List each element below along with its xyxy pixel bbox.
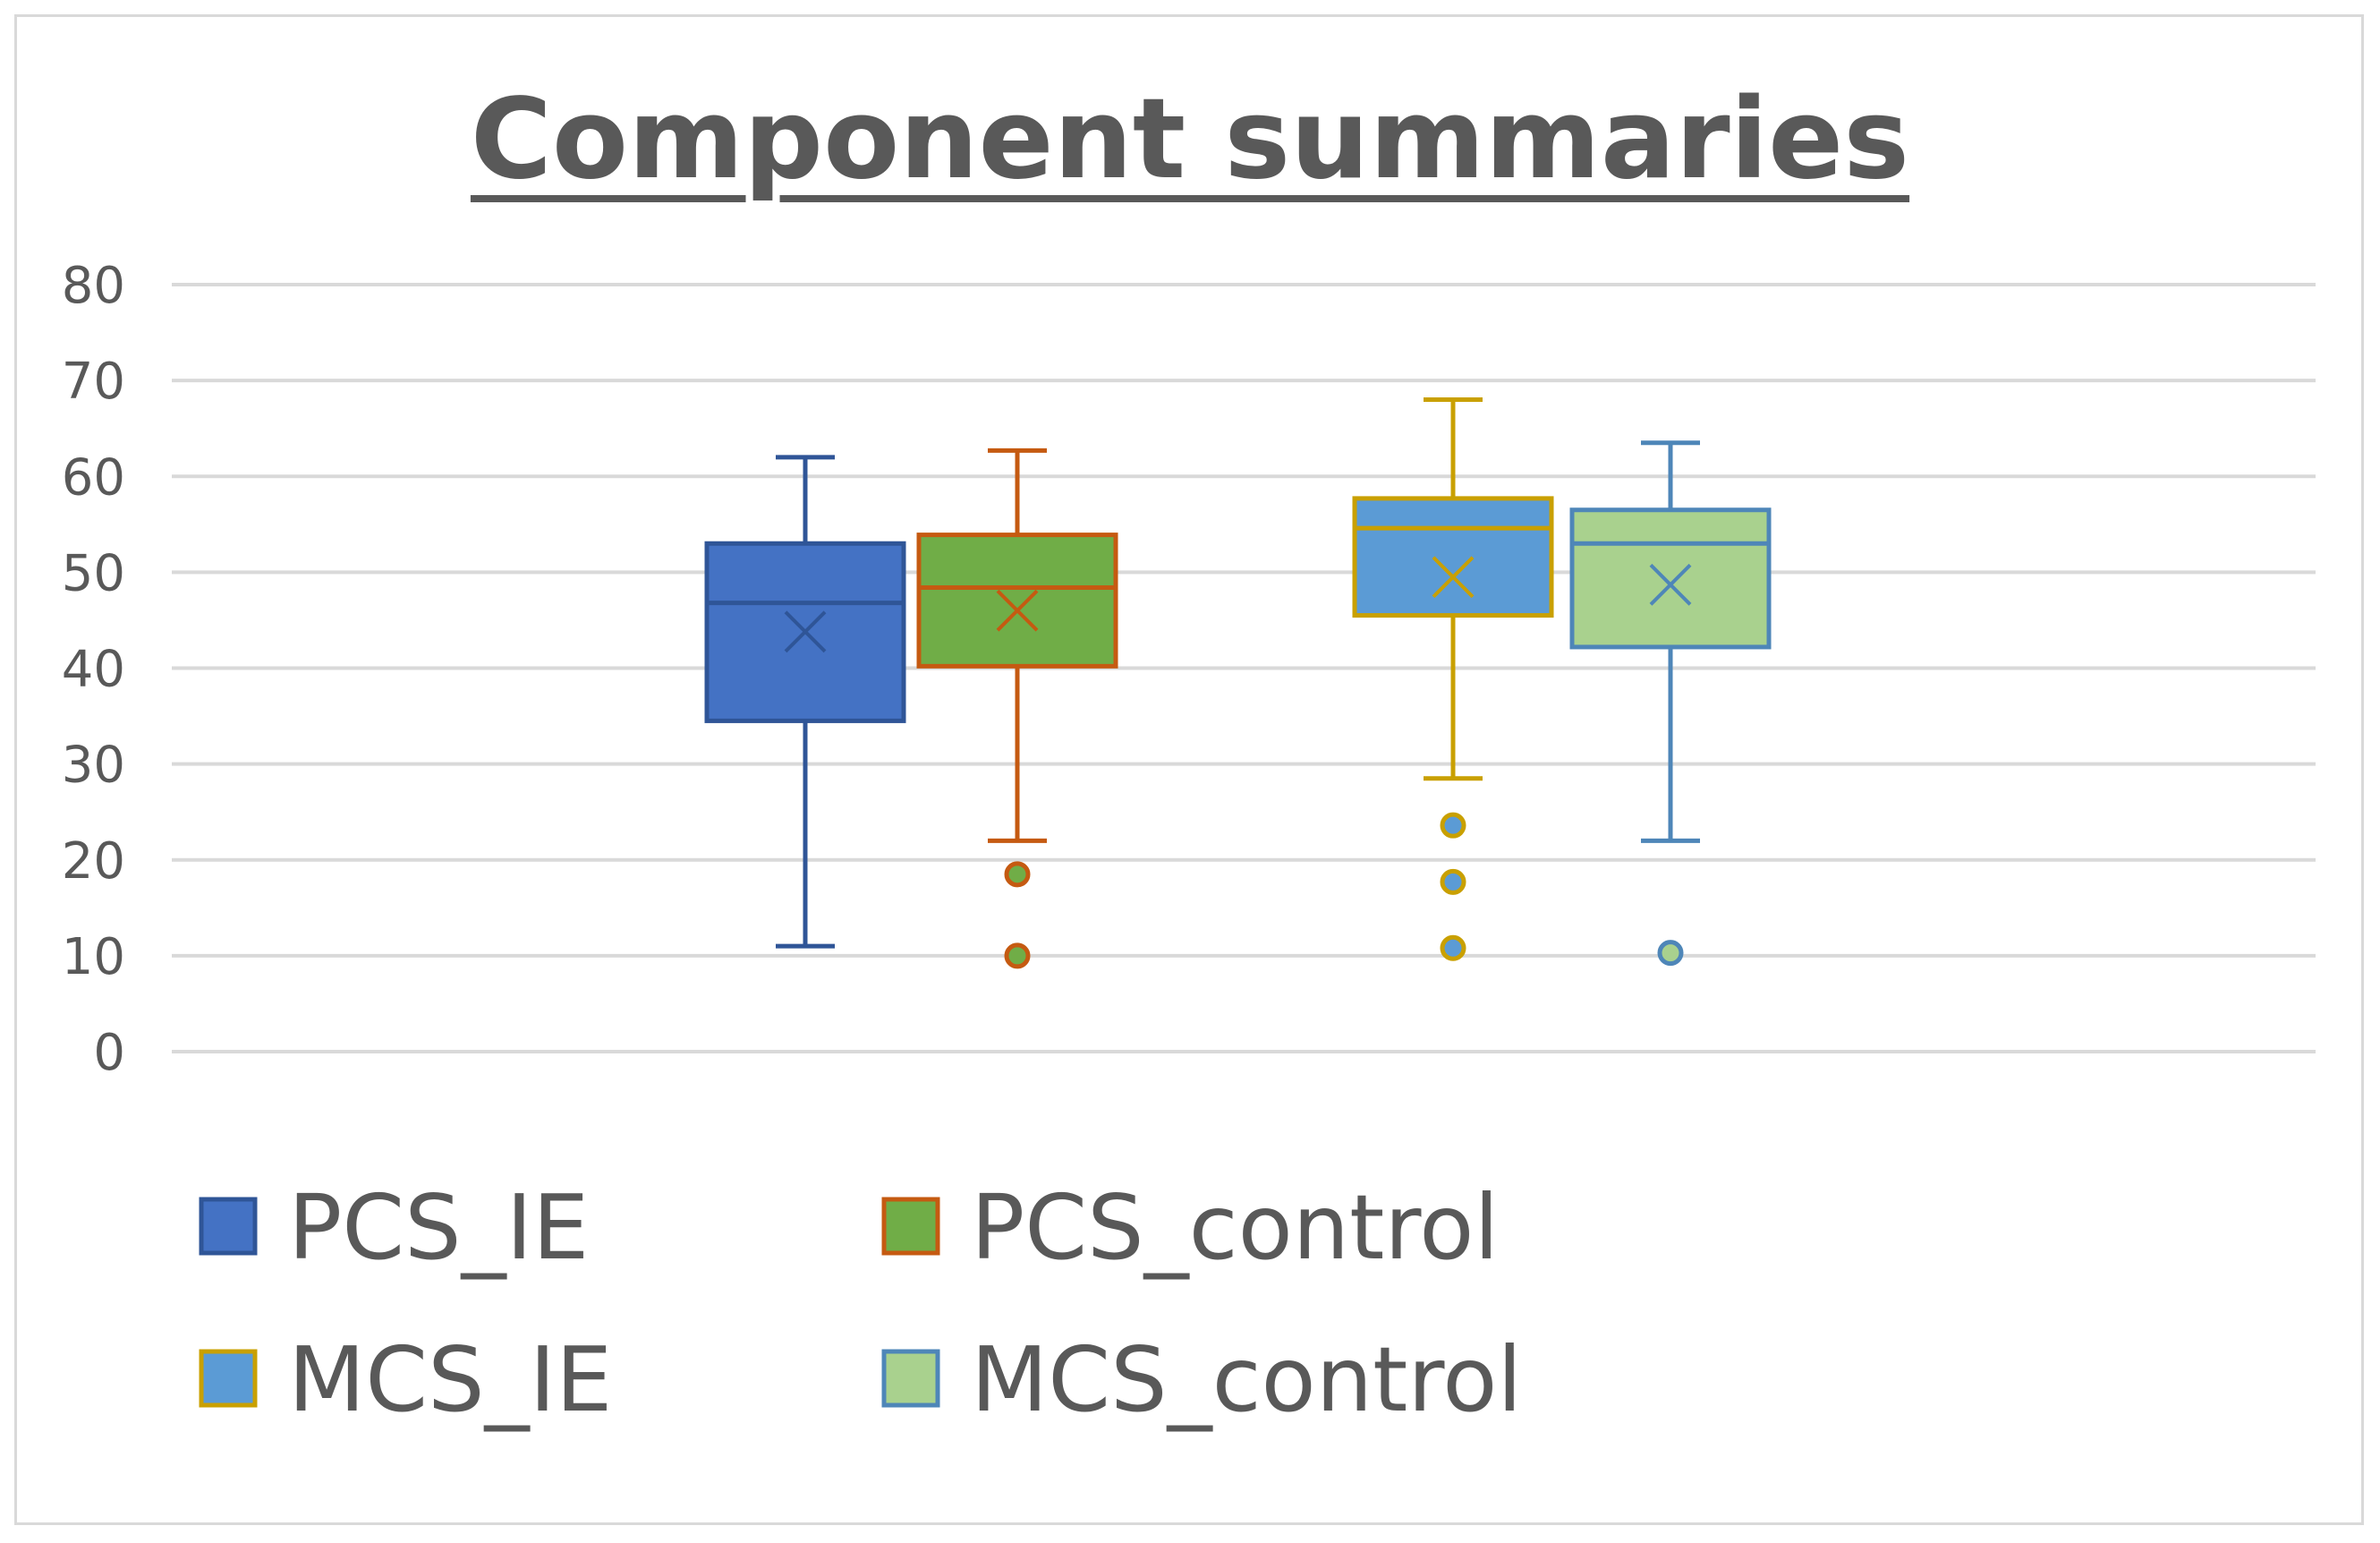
outlier-point xyxy=(1004,861,1031,888)
outlier-point xyxy=(1440,934,1466,961)
iqr-box xyxy=(1569,507,1772,650)
legend-label: PCS_IE xyxy=(288,1175,589,1280)
outlier-point xyxy=(1657,940,1684,967)
legend-item-pcs-control: PCS_control xyxy=(881,1175,1499,1280)
legend-swatch xyxy=(881,1349,940,1408)
box-pcs-ie xyxy=(704,455,906,949)
iqr-box xyxy=(916,533,1118,669)
iqr-box xyxy=(1352,496,1554,618)
mean-marker xyxy=(996,589,1039,632)
chart-frame xyxy=(14,14,2364,1525)
outlier-point xyxy=(1004,942,1031,969)
legend-swatch xyxy=(199,1349,258,1408)
outlier-point xyxy=(1440,812,1466,839)
legend-item-mcs-ie: MCS_IE xyxy=(199,1327,612,1432)
y-tick-label: 10 xyxy=(62,928,125,986)
legend-swatch xyxy=(199,1197,258,1256)
outlier-point xyxy=(1440,868,1466,895)
box-series xyxy=(704,397,1772,969)
y-tick-label: 0 xyxy=(93,1024,125,1082)
legend: PCS_IE PCS_control MCS_IE MCS_control xyxy=(199,1175,1522,1432)
legend-label: PCS_control xyxy=(971,1175,1499,1280)
box-pcs-control xyxy=(916,448,1118,969)
y-tick-label: 20 xyxy=(62,832,125,891)
legend-item-mcs-control: MCS_control xyxy=(881,1327,1522,1432)
mean-marker xyxy=(1649,563,1692,606)
legend-item-pcs-ie: PCS_IE xyxy=(199,1175,589,1280)
mean-marker xyxy=(1432,556,1475,599)
box-mcs-control xyxy=(1569,440,1772,967)
y-tick-label: 30 xyxy=(62,737,125,795)
legend-label: MCS_IE xyxy=(288,1327,612,1432)
legend-swatch xyxy=(881,1197,940,1256)
chart-title: Component summaries xyxy=(470,75,1910,204)
y-tick-label: 80 xyxy=(62,257,125,315)
box-mcs-ie xyxy=(1352,397,1554,961)
y-tick-label: 40 xyxy=(62,641,125,699)
y-tick-label: 70 xyxy=(62,353,125,411)
y-tick-label: 60 xyxy=(62,448,125,507)
legend-label: MCS_control xyxy=(971,1327,1522,1432)
mean-marker xyxy=(784,610,827,653)
y-axis-labels: 0 10 20 30 40 50 60 70 80 xyxy=(62,257,125,1082)
gridlines xyxy=(172,283,2316,1053)
y-tick-label: 50 xyxy=(62,544,125,602)
